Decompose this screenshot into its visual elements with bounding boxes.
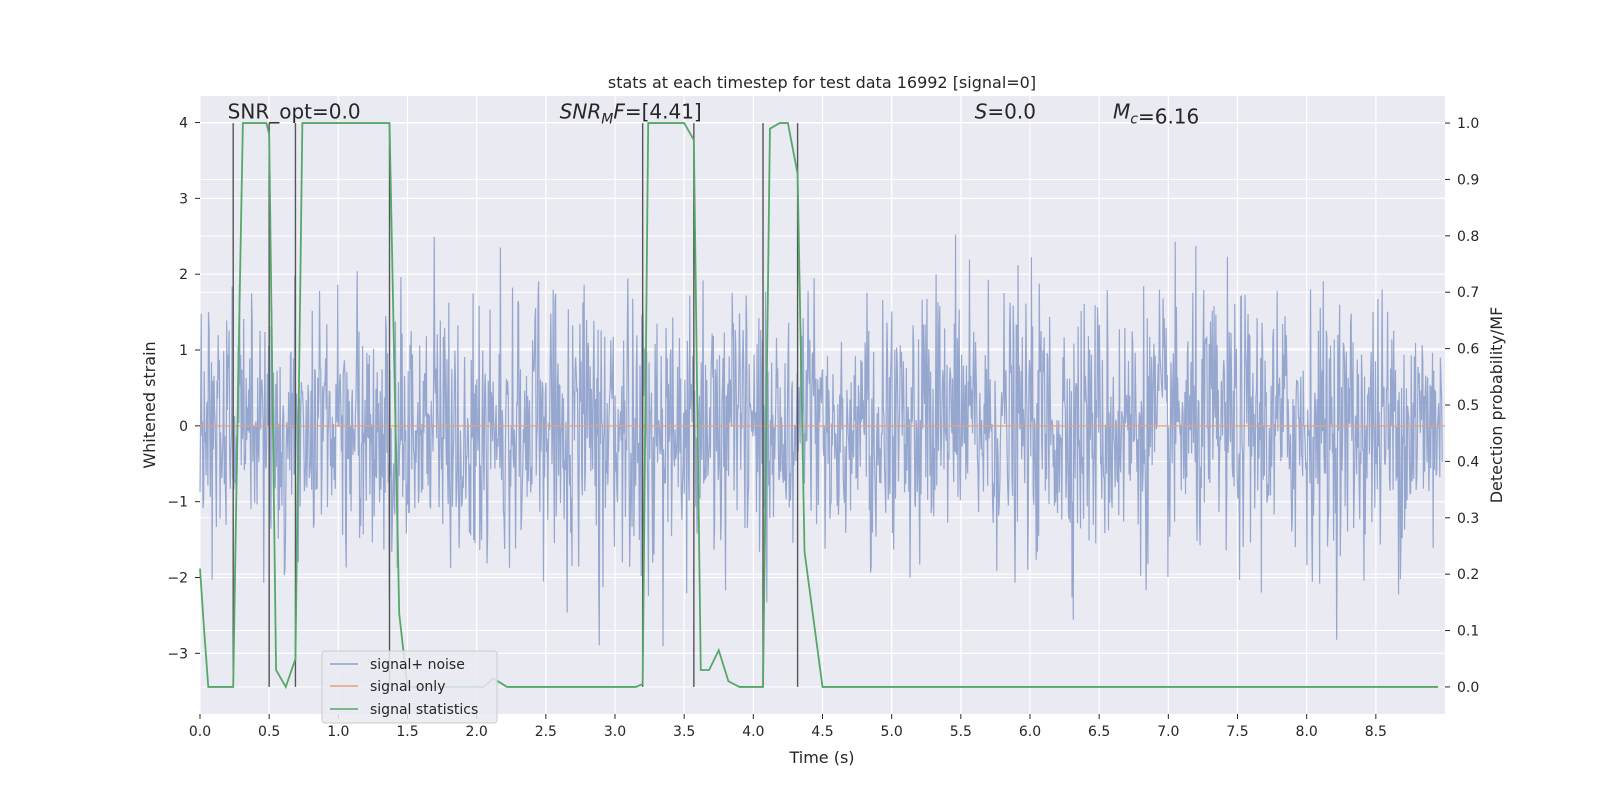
legend-label-signal-statistics: signal statistics: [370, 702, 478, 718]
y-tick-label-5: −1: [167, 495, 188, 511]
x-tick-label-4: 2.0: [466, 724, 488, 740]
y-axis-ticks: 4 3 2 1 0 −1 −2 −3: [167, 116, 200, 662]
x-tick-label-15: 7.5: [1226, 724, 1248, 740]
y2-tick-label-2: 0.8: [1457, 229, 1479, 245]
annotation-2: S=0.0: [975, 100, 1036, 124]
signal-statistics-series: [199, 122, 1439, 690]
x-tick-label-12: 6.0: [1019, 724, 1041, 740]
annotation-0: SNR_opt=0.0: [228, 100, 361, 124]
x-axis-ticks: 0.0 0.5 1.0 1.5 2.0 2.5 3.0 3.5 4.0 4.5 5.0 5.5 6.0 6…: [189, 714, 1387, 740]
x-tick-label-0: 0.0: [189, 724, 211, 740]
x-tick-label-3: 1.5: [396, 724, 418, 740]
signal-noise-series: [199, 234, 1443, 647]
x-tick-label-1: 0.5: [258, 724, 280, 740]
x-tick-label-17: 8.5: [1365, 724, 1387, 740]
annotation-3: Mc=6.16: [1113, 100, 1199, 129]
legend-label-signal-noise: signal+ noise: [370, 657, 465, 673]
y2-tick-label-7: 0.3: [1457, 511, 1479, 527]
legend-label-signal-only: signal only: [370, 679, 445, 695]
y-tick-label-4: 0: [179, 419, 188, 435]
y2-tick-label-4: 0.6: [1457, 342, 1479, 358]
x-tick-label-13: 6.5: [1088, 724, 1110, 740]
y2-tick-label-3: 0.7: [1457, 285, 1479, 301]
x-tick-label-9: 4.5: [811, 724, 833, 740]
x-tick-label-16: 8.0: [1296, 724, 1318, 740]
y2-tick-label-8: 0.2: [1457, 567, 1479, 583]
y2-tick-label-6: 0.4: [1457, 454, 1479, 470]
y2-tick-label-10: 0.0: [1457, 680, 1479, 696]
chart-title: stats at each timestep for test data 169…: [608, 73, 1036, 92]
y-tick-label-7: −3: [167, 646, 188, 662]
y2-axis-ticks: 1.0 0.9 0.8 0.7 0.6 0.5 0.4 0.3 0.2 0.1 0.0: [1445, 116, 1479, 696]
x-axis-label: Time (s): [788, 748, 854, 767]
x-tick-label-7: 3.5: [673, 724, 695, 740]
x-tick-label-2: 1.0: [327, 724, 349, 740]
y-axis-label: Whitened strain: [140, 341, 159, 468]
y-tick-label-6: −2: [167, 571, 188, 587]
y2-tick-label-5: 0.5: [1457, 398, 1479, 414]
legend: signal+ noise signal only signal statist…: [321, 650, 498, 724]
y-tick-label-3: 1: [179, 343, 188, 359]
x-tick-label-5: 2.5: [535, 724, 557, 740]
y2-tick-label-9: 0.1: [1457, 624, 1479, 640]
x-tick-label-11: 5.5: [950, 724, 972, 740]
y2-tick-label-0: 1.0: [1457, 116, 1479, 132]
x-tick-label-6: 3.0: [604, 724, 626, 740]
annotations: SNR_opt=0.0 SNRMF=[4.41] S=0.0 Mc=6.16: [228, 100, 1200, 129]
signal-statistics-line: [199, 122, 1439, 690]
annotation-1: SNRMF=[4.41]: [560, 100, 702, 128]
y2-tick-label-1: 0.9: [1457, 172, 1479, 188]
x-tick-label-8: 4.0: [742, 724, 764, 740]
legend-box: [321, 650, 498, 724]
x-tick-label-14: 7.0: [1157, 724, 1179, 740]
y-tick-label-1: 3: [179, 191, 188, 207]
x-tick-label-10: 5.0: [881, 724, 903, 740]
y-tick-label-0: 4: [179, 116, 188, 132]
y-tick-label-2: 2: [179, 267, 188, 283]
signal-noise-line: [199, 234, 1443, 647]
y2-axis-label: Detection probability/MF: [1487, 307, 1506, 504]
